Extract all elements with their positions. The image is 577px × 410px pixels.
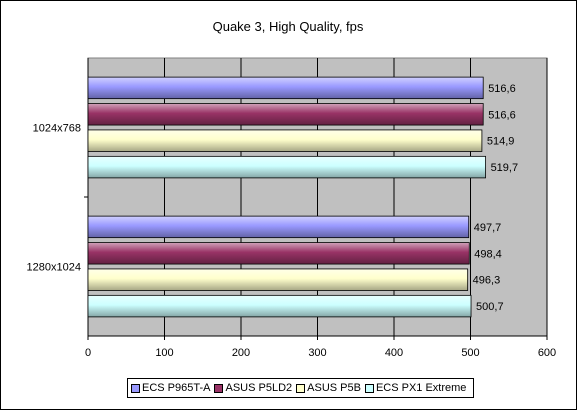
data-label: 498,4 — [474, 248, 502, 260]
legend: ECS P965T-A ASUS P5LD2 ASUS P5B ECS PX1 Ext… — [127, 378, 475, 398]
x-tick-label: 500 — [461, 347, 479, 359]
legend-label: ASUS P5B — [307, 382, 361, 394]
data-label: 496,3 — [473, 275, 501, 287]
bar — [87, 242, 470, 265]
legend-label: ECS P965T-A — [142, 382, 211, 394]
legend-item: ASUS P5LD2 — [214, 382, 292, 394]
legend-item: ECS P965T-A — [131, 382, 210, 394]
legend-swatch — [364, 383, 374, 393]
x-tick-label: 200 — [232, 347, 250, 359]
bar — [87, 215, 470, 239]
plot-area: 0 100 200 300 400 500 600 1024x768 516,6 516,6 514… — [27, 57, 556, 359]
chart-title: Quake 3, High Quality, fps — [213, 19, 364, 34]
bar — [87, 129, 483, 152]
x-tick-label: 0 — [85, 347, 91, 359]
x-tick-label: 400 — [385, 347, 403, 359]
legend-label: ASUS P5LD2 — [225, 382, 293, 394]
legend-label: ECS PX1 Extreme — [375, 382, 467, 394]
data-label: 497,7 — [474, 222, 502, 234]
bar — [87, 155, 486, 179]
data-label: 500,7 — [476, 301, 504, 313]
x-tick-label: 100 — [155, 347, 173, 359]
bar — [87, 268, 469, 291]
category-label: 1024x768 — [33, 123, 81, 135]
data-label: 516,6 — [488, 109, 516, 121]
data-label: 519,7 — [491, 162, 519, 174]
legend-swatch — [214, 383, 224, 393]
bar — [87, 103, 484, 126]
legend-item: ECS PX1 Extreme — [364, 382, 467, 394]
category-label: 1280x1024 — [27, 262, 81, 274]
legend-item: ASUS P5B — [296, 382, 361, 394]
legend-swatch — [131, 383, 140, 393]
bar — [87, 76, 484, 100]
x-tick-label: 600 — [538, 347, 556, 359]
legend-swatch — [296, 383, 306, 393]
data-label: 516,6 — [488, 83, 516, 95]
x-tick-label: 300 — [308, 347, 326, 359]
bar — [87, 294, 472, 318]
data-label: 514,9 — [487, 136, 515, 148]
